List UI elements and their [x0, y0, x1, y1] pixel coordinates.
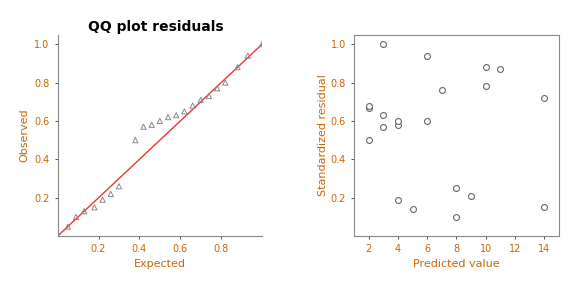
Point	[393, 119, 403, 123]
Point	[147, 122, 156, 127]
Point	[213, 86, 222, 91]
Point	[364, 105, 373, 110]
Point	[180, 109, 189, 114]
Point	[452, 186, 461, 190]
Point	[106, 192, 115, 196]
Point	[233, 65, 242, 69]
Point	[63, 224, 73, 229]
Point	[196, 98, 206, 102]
Point	[423, 119, 432, 123]
Point	[452, 215, 461, 219]
Point	[188, 103, 197, 108]
Point	[131, 138, 140, 143]
Point	[364, 103, 373, 108]
Point	[540, 205, 549, 210]
Point	[379, 42, 388, 46]
Point	[257, 42, 267, 46]
Point	[408, 207, 417, 212]
Point	[364, 138, 373, 143]
Point	[496, 67, 505, 71]
Point	[243, 53, 252, 58]
X-axis label: Predicted value: Predicted value	[413, 259, 500, 269]
Point	[467, 194, 476, 198]
Point	[204, 94, 214, 98]
Point	[79, 209, 89, 213]
Point	[379, 113, 388, 118]
Point	[540, 96, 549, 100]
Point	[71, 215, 81, 219]
Point	[172, 113, 181, 118]
Point	[221, 80, 230, 85]
Text: QQ plot residuals: QQ plot residuals	[88, 20, 223, 34]
Point	[90, 205, 99, 210]
Point	[437, 88, 446, 92]
Point	[379, 124, 388, 129]
Point	[481, 65, 490, 69]
Point	[481, 84, 490, 89]
Point	[156, 119, 165, 123]
Y-axis label: Observed: Observed	[20, 109, 30, 162]
Point	[393, 122, 403, 127]
Point	[423, 53, 432, 58]
Y-axis label: Standardized residual: Standardized residual	[318, 74, 328, 196]
Point	[164, 115, 173, 120]
Point	[393, 197, 403, 202]
X-axis label: Expected: Expected	[134, 259, 186, 269]
Point	[139, 124, 148, 129]
Point	[98, 197, 107, 202]
Point	[115, 184, 124, 189]
